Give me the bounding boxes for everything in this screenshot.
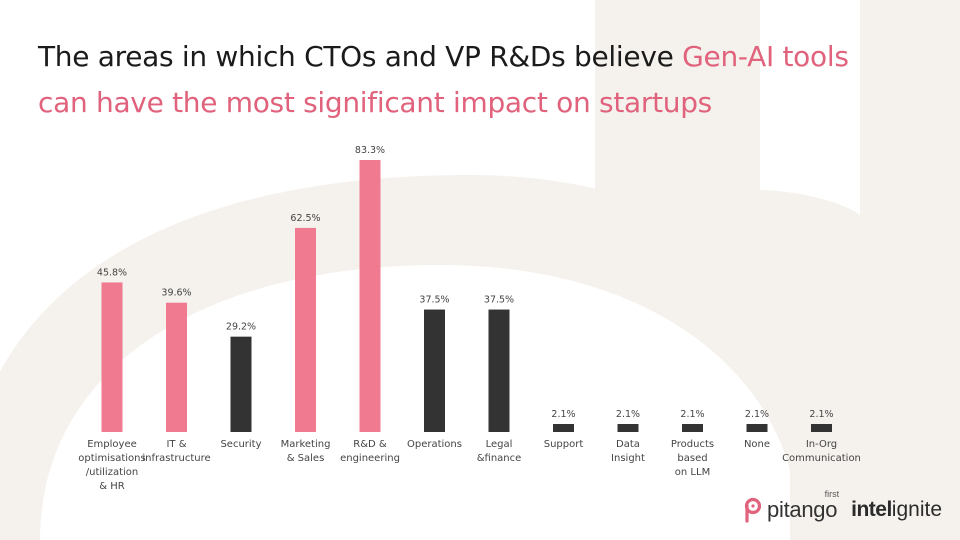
value-label-8: 2.1% <box>616 409 640 420</box>
value-label-5: 37.5% <box>419 295 449 306</box>
category-label-10: None <box>744 439 770 450</box>
category-label-9: Products based on LLM <box>671 439 714 478</box>
intel-wordmark: intel <box>851 498 892 521</box>
page-title: The areas in which CTOs and VP R&Ds beli… <box>38 34 918 126</box>
bar-4 <box>359 160 381 432</box>
bar-8 <box>617 424 639 432</box>
category-label-8: Data Insight <box>611 439 645 464</box>
logos: pitango first intelignite <box>741 489 942 526</box>
value-label-1: 39.6% <box>161 288 191 299</box>
pitango-wordmark: pitango <box>767 497 838 522</box>
value-label-10: 2.1% <box>745 409 769 420</box>
value-label-11: 2.1% <box>809 409 833 420</box>
bar-7 <box>553 424 574 432</box>
intel-ignite-logo: intelignite <box>851 498 942 522</box>
bar-6 <box>488 309 510 432</box>
category-label-3: Marketing & Sales <box>281 439 331 464</box>
bar-1 <box>166 302 187 432</box>
pitango-logo: pitango first <box>741 489 839 523</box>
bar-3 <box>295 227 316 432</box>
bar-5 <box>424 309 445 432</box>
title-part-1: The areas in which CTOs and VP R&Ds beli… <box>38 40 683 73</box>
bar-9 <box>682 424 703 432</box>
value-label-9: 2.1% <box>680 409 704 420</box>
pitango-first-label: first <box>824 489 840 499</box>
category-label-11: In-Org Communication <box>782 439 861 464</box>
category-label-4: R&D & engineering <box>340 439 400 464</box>
value-label-2: 29.2% <box>226 322 256 333</box>
category-label-2: Security <box>220 439 261 450</box>
title-highlight-2: can have the most significant impact on … <box>38 86 712 119</box>
bar-0 <box>101 282 123 432</box>
ignite-wordmark: ignite <box>891 498 942 521</box>
category-label-0: Employee optimisations/utilization & HR <box>78 439 145 492</box>
bar-2 <box>230 336 252 432</box>
category-label-1: IT & infrastructure <box>142 439 210 464</box>
category-label-6: Legal &finance <box>477 439 522 464</box>
value-label-7: 2.1% <box>551 409 575 420</box>
bar-11 <box>811 424 832 432</box>
value-label-4: 83.3% <box>355 145 385 156</box>
value-label-3: 62.5% <box>290 213 320 224</box>
category-label-5: Operations <box>407 439 462 450</box>
category-label-7: Support <box>544 439 584 450</box>
value-label-6: 37.5% <box>484 295 514 306</box>
pitango-mark-icon <box>744 497 762 523</box>
title-highlight-1: Gen-AI tools <box>682 40 849 73</box>
bar-10 <box>746 424 768 432</box>
value-label-0: 45.8% <box>97 267 127 278</box>
